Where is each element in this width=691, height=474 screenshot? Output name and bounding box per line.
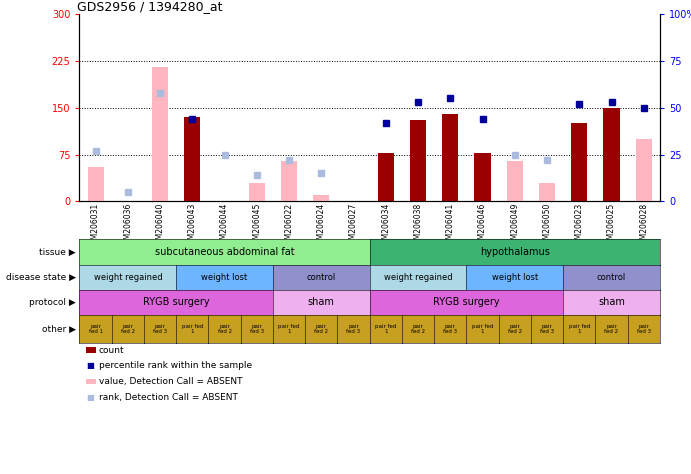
Text: RYGB surgery: RYGB surgery: [433, 297, 500, 308]
Text: disease state ▶: disease state ▶: [6, 273, 76, 282]
Bar: [184, 117, 200, 201]
Text: sham: sham: [308, 297, 334, 308]
Text: hypothalamus: hypothalamus: [480, 247, 550, 257]
Bar: [539, 183, 555, 201]
Text: pair fed
1: pair fed 1: [182, 324, 203, 334]
Text: pair
fed 2: pair fed 2: [508, 324, 522, 334]
Text: count: count: [99, 346, 124, 355]
Bar: [571, 123, 587, 201]
Text: pair fed
1: pair fed 1: [569, 324, 590, 334]
Text: value, Detection Call = ABSENT: value, Detection Call = ABSENT: [99, 377, 243, 386]
Text: ■: ■: [86, 362, 95, 370]
Text: percentile rank within the sample: percentile rank within the sample: [99, 362, 252, 370]
Text: pair fed
1: pair fed 1: [278, 324, 300, 334]
Text: subcutaneous abdominal fat: subcutaneous abdominal fat: [155, 247, 294, 257]
Text: pair
fed 2: pair fed 2: [218, 324, 231, 334]
Text: GDS2956 / 1394280_at: GDS2956 / 1394280_at: [77, 0, 222, 13]
Bar: [88, 167, 104, 201]
Text: rank, Detection Call = ABSENT: rank, Detection Call = ABSENT: [99, 393, 238, 401]
Bar: [636, 139, 652, 201]
Text: pair
fed 3: pair fed 3: [540, 324, 554, 334]
Text: control: control: [307, 273, 336, 282]
Text: pair
fed 2: pair fed 2: [314, 324, 328, 334]
Bar: [603, 108, 620, 201]
Text: pair fed
1: pair fed 1: [375, 324, 397, 334]
Bar: [410, 120, 426, 201]
Text: weight regained: weight regained: [384, 273, 453, 282]
Text: weight lost: weight lost: [202, 273, 247, 282]
Text: control: control: [597, 273, 626, 282]
Text: pair
fed 2: pair fed 2: [121, 324, 135, 334]
Bar: [313, 195, 330, 201]
Bar: [249, 183, 265, 201]
Text: other ▶: other ▶: [42, 325, 76, 333]
Bar: [152, 67, 168, 201]
Text: pair
fed 2: pair fed 2: [411, 324, 425, 334]
Text: pair
fed 2: pair fed 2: [605, 324, 618, 334]
Bar: [475, 153, 491, 201]
Text: pair
fed 3: pair fed 3: [249, 324, 264, 334]
Bar: [378, 153, 394, 201]
Bar: [281, 161, 297, 201]
Text: tissue ▶: tissue ▶: [39, 248, 76, 257]
Bar: [507, 161, 523, 201]
Text: weight regained: weight regained: [93, 273, 162, 282]
Text: ■: ■: [86, 393, 95, 401]
Text: weight lost: weight lost: [492, 273, 538, 282]
Text: pair
fed 1: pair fed 1: [88, 324, 103, 334]
Text: pair
fed 3: pair fed 3: [346, 324, 361, 334]
Text: pair fed
1: pair fed 1: [472, 324, 493, 334]
Bar: [442, 114, 458, 201]
Text: pair
fed 3: pair fed 3: [636, 324, 651, 334]
Text: RYGB surgery: RYGB surgery: [143, 297, 209, 308]
Text: pair
fed 3: pair fed 3: [153, 324, 167, 334]
Text: pair
fed 3: pair fed 3: [443, 324, 457, 334]
Text: protocol ▶: protocol ▶: [29, 298, 76, 307]
Text: sham: sham: [598, 297, 625, 308]
